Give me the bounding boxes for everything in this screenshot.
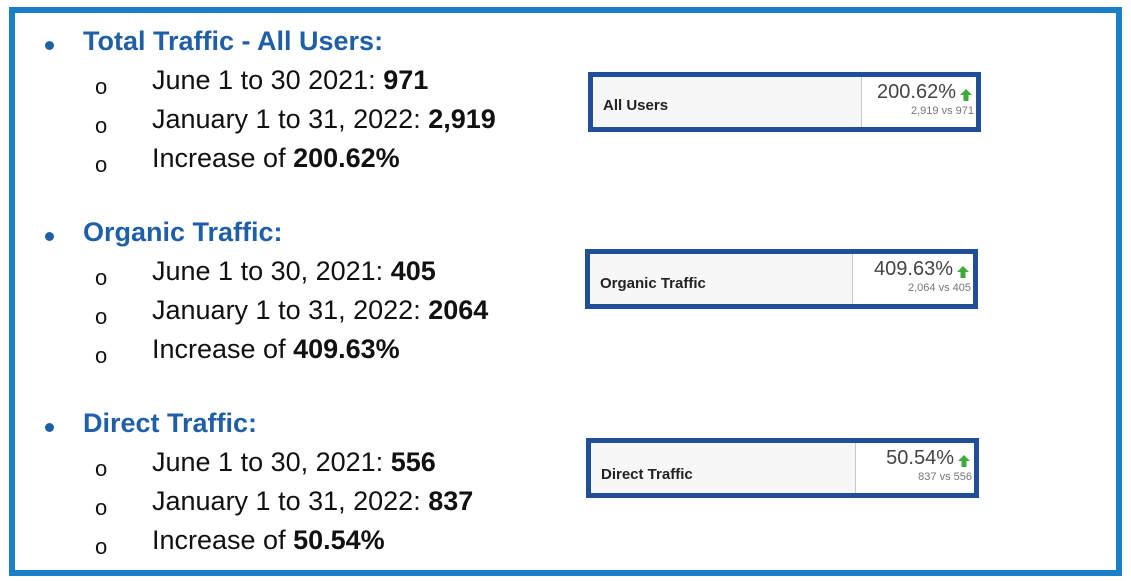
item-value: 405	[390, 256, 436, 286]
section-heading: Organic Traffic:	[83, 217, 283, 247]
metric-percent: 50.54%	[886, 447, 954, 469]
item-value: 50.54%	[293, 525, 385, 555]
sub-bullet-icon: o	[95, 343, 108, 368]
item-label: January 1 to 31, 2022:	[152, 295, 429, 325]
bullet-icon	[45, 423, 54, 432]
item-value: 971	[383, 65, 429, 95]
item-value: 2064	[428, 295, 489, 325]
metric-card-all-users: All Users 200.62% 2,919 vs 971	[588, 72, 981, 132]
item-value: 837	[428, 486, 474, 516]
metric-percent: 409.63%	[874, 258, 953, 280]
metric-card-label: Direct Traffic	[601, 466, 693, 483]
item-value: 200.62%	[293, 143, 400, 173]
metric-comparison: 2,064 vs 405	[908, 282, 971, 294]
metric-card-value-box: 200.62% 2,919 vs 971	[861, 77, 976, 127]
item-label: Increase of	[152, 334, 294, 364]
sub-bullet-icon: o	[95, 152, 108, 177]
report-frame: Total Traffic - All Users: o June 1 to 3…	[9, 7, 1122, 576]
metric-card-value-box: 50.54% 837 vs 556	[855, 443, 974, 493]
metric-card-label: Organic Traffic	[600, 275, 706, 292]
metric-percent: 200.62%	[877, 81, 956, 103]
section-heading-row: Direct Traffic:	[15, 408, 615, 447]
item-value: 409.63%	[293, 334, 400, 364]
sub-bullet-icon: o	[95, 456, 108, 481]
item-value: 2,919	[428, 104, 496, 134]
item-label: Increase of	[152, 525, 294, 555]
up-arrow-icon	[957, 266, 969, 278]
sub-bullet-icon: o	[95, 74, 108, 99]
item-label: June 1 to 30 2021:	[152, 65, 384, 95]
item-label: Increase of	[152, 143, 294, 173]
metric-card-label: All Users	[603, 97, 669, 114]
metric-card-organic-traffic: Organic Traffic 409.63% 2,064 vs 405	[585, 249, 978, 309]
bullet-icon	[45, 41, 54, 50]
bullet-icon	[45, 232, 54, 241]
sub-bullet-icon: o	[95, 113, 108, 138]
sub-bullet-icon: o	[95, 534, 108, 559]
metric-card-direct-traffic: Direct Traffic 50.54% 837 vs 556	[586, 438, 979, 498]
metric-comparison: 2,919 vs 971	[911, 105, 974, 117]
item-label: June 1 to 30, 2021:	[152, 256, 391, 286]
up-arrow-icon	[960, 89, 972, 101]
metric-comparison: 837 vs 556	[918, 471, 972, 483]
section-heading: Total Traffic - All Users:	[83, 26, 384, 56]
sub-bullet-icon: o	[95, 265, 108, 290]
item-label: January 1 to 31, 2022:	[152, 486, 429, 516]
metric-card-value-box: 409.63% 2,064 vs 405	[852, 254, 973, 304]
section-heading: Direct Traffic:	[83, 408, 258, 438]
item-label: June 1 to 30, 2021:	[152, 447, 391, 477]
item-label: January 1 to 31, 2022:	[152, 104, 429, 134]
section-heading-row: Total Traffic - All Users:	[15, 26, 615, 65]
item-value: 556	[390, 447, 436, 477]
sub-bullet-icon: o	[95, 495, 108, 520]
section-heading-row: Organic Traffic:	[15, 217, 615, 256]
up-arrow-icon	[958, 455, 970, 467]
sub-bullet-icon: o	[95, 304, 108, 329]
